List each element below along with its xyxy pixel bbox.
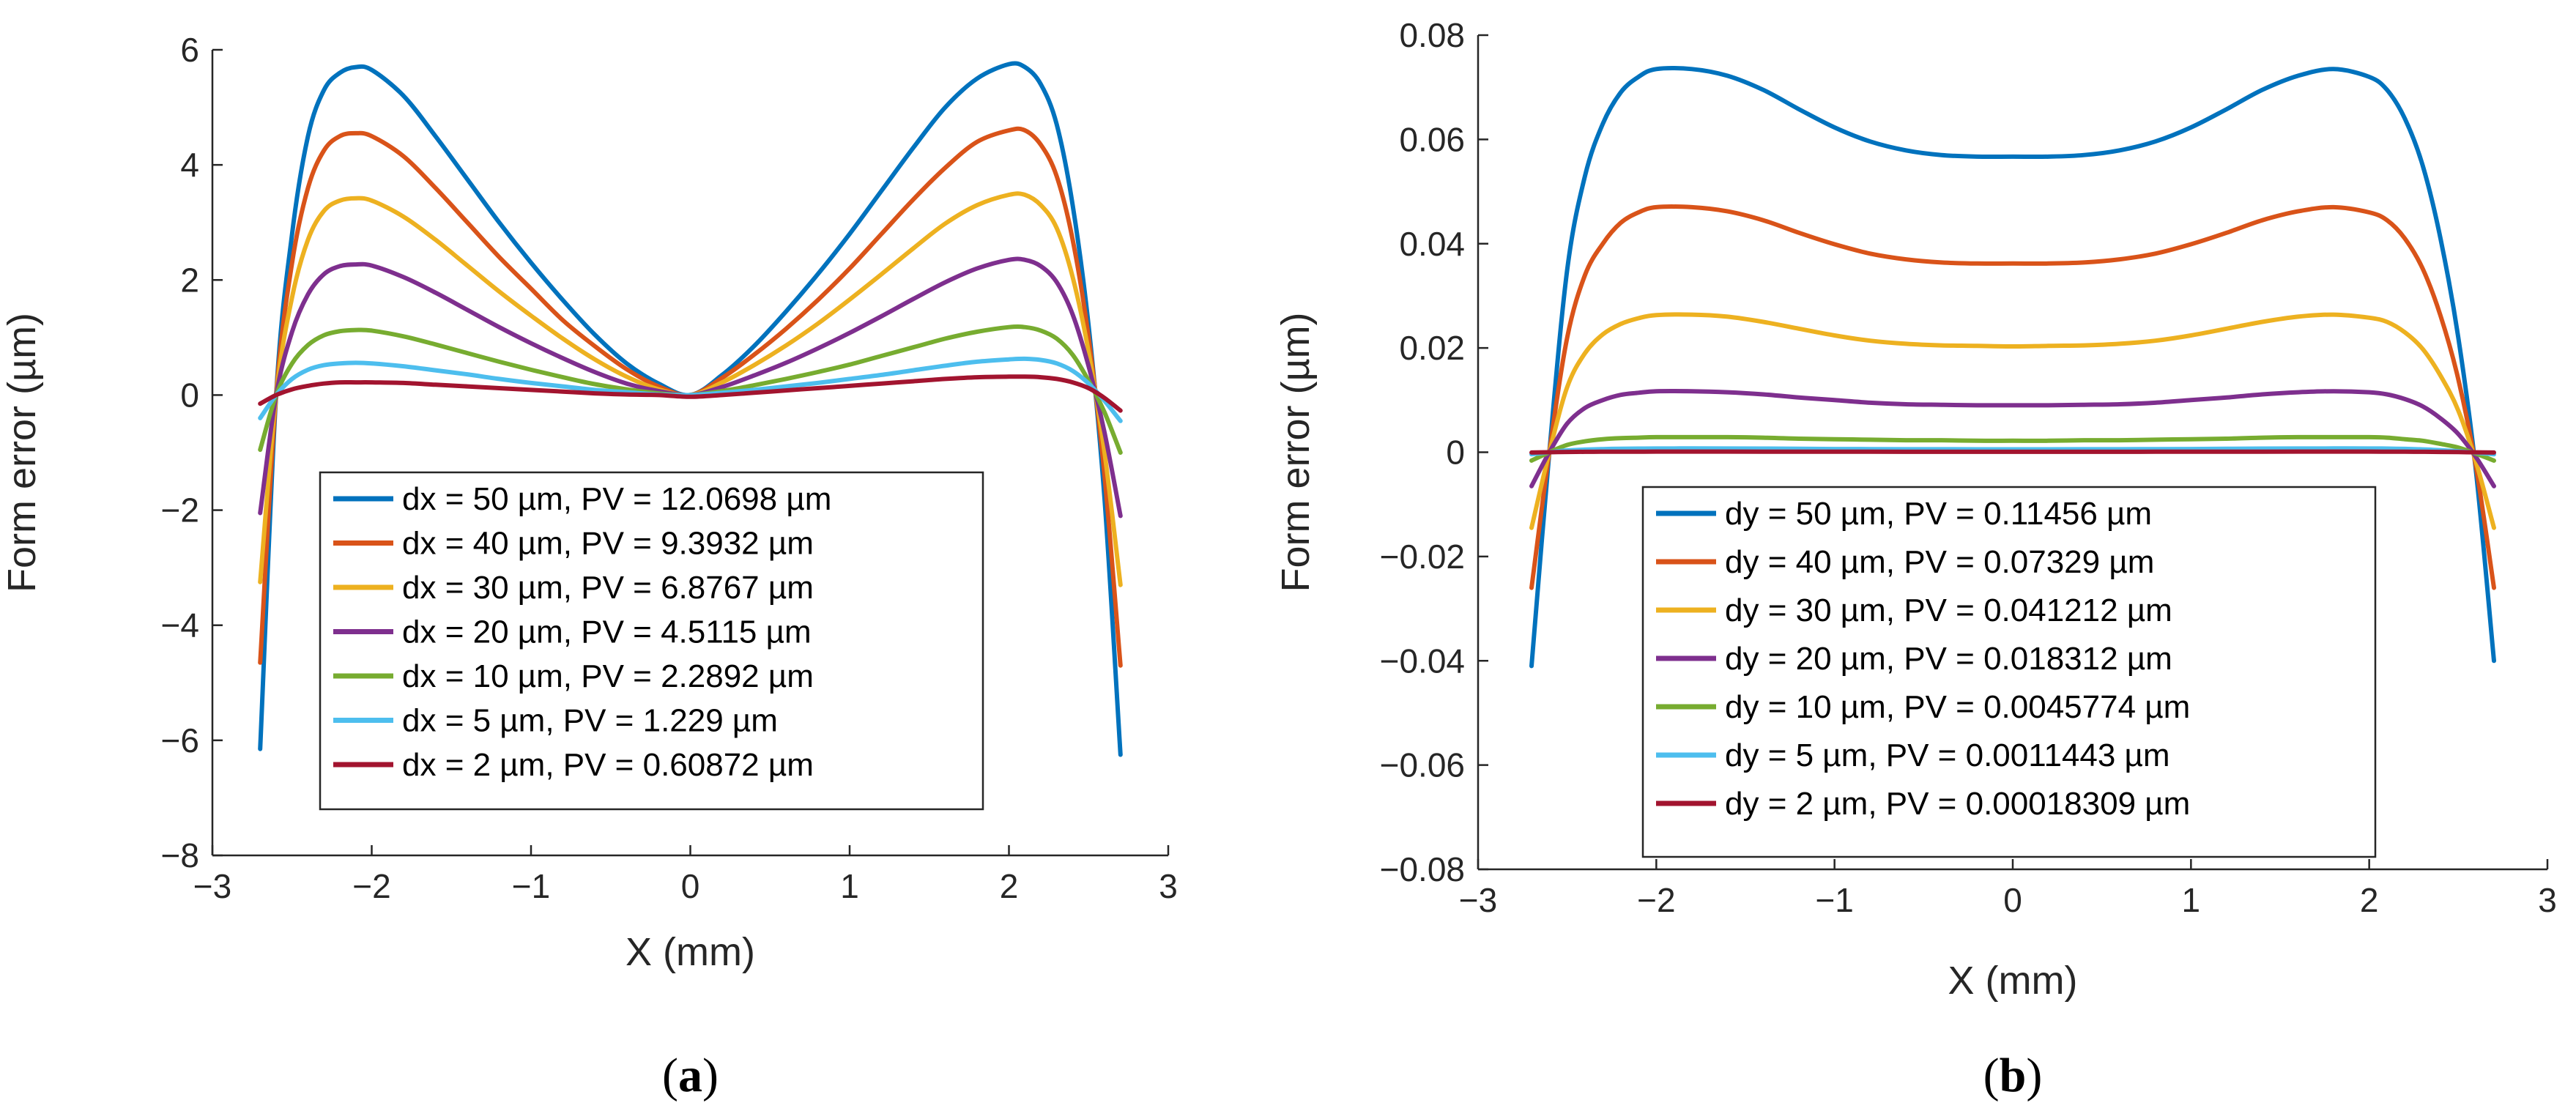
series-line xyxy=(1529,312,2496,530)
caption-paren-open: ( xyxy=(1983,1049,2000,1102)
series-line xyxy=(1529,66,2496,669)
y-axis-title: Form error (µm) xyxy=(0,313,44,592)
x-tick-label: −2 xyxy=(352,867,390,905)
x-tick-label: 3 xyxy=(2538,881,2557,919)
panel-caption: (b) xyxy=(1983,1049,2043,1102)
chart-b: −3 −2 −1 0 1 2 3 −0.08 −0.06 −0.04 −0.02 0 0.02 0.04 0… xyxy=(1274,16,2557,1102)
y-tick-label: −4 xyxy=(161,606,199,644)
x-tick-label: −2 xyxy=(1637,881,1675,919)
y-tick-label: 0 xyxy=(1446,434,1465,472)
x-tick-label: −1 xyxy=(1815,881,1853,919)
series-line xyxy=(258,356,1123,423)
legend-label: dx = 20 µm, PV = 4.5115 µm xyxy=(402,614,812,650)
legend-box xyxy=(319,471,984,811)
legend-label: dx = 5 µm, PV = 1.229 µm xyxy=(402,703,778,739)
legend-label: dy = 2 µm, PV = 0.00018309 µm xyxy=(1725,786,2190,822)
legend-label: dy = 50 µm, PV = 0.11456 µm xyxy=(1725,496,2152,532)
series-line xyxy=(1529,434,2496,463)
y-tick-label: −0.06 xyxy=(1380,746,1465,784)
y-tick-label: −0.08 xyxy=(1380,850,1465,888)
y-tick-label: 2 xyxy=(180,261,199,299)
caption-paren-close: ) xyxy=(702,1049,719,1102)
legend-box xyxy=(1641,486,2377,858)
y-tick-label: 0.06 xyxy=(1399,120,1465,158)
series-group xyxy=(1529,66,2496,669)
caption-paren-open: ( xyxy=(662,1049,678,1102)
legend-label: dy = 40 µm, PV = 0.07329 µm xyxy=(1725,544,2154,580)
y-tick-label: −0.04 xyxy=(1380,642,1465,680)
legend-label: dx = 30 µm, PV = 6.8767 µm xyxy=(402,570,814,606)
y-tick-label: 0.02 xyxy=(1399,329,1465,367)
legend-label: dy = 30 µm, PV = 0.041212 µm xyxy=(1725,592,2172,628)
x-tick-label: −3 xyxy=(193,867,231,905)
y-tick-label: 0.04 xyxy=(1399,225,1465,263)
x-tick-label: 0 xyxy=(681,867,700,905)
y-tick-label: −6 xyxy=(161,721,199,759)
legend-label: dx = 50 µm, PV = 12.0698 µm xyxy=(402,481,831,517)
caption-letter: a xyxy=(678,1049,702,1102)
legend-label: dy = 5 µm, PV = 0.0011443 µm xyxy=(1725,737,2170,773)
series-group xyxy=(258,61,1123,757)
y-tick-label: 0 xyxy=(180,376,199,414)
legend-label: dx = 2 µm, PV = 0.60872 µm xyxy=(402,747,814,783)
y-tick-label: 0.08 xyxy=(1399,16,1465,54)
x-tick-label: 1 xyxy=(2182,881,2201,919)
legend-label: dy = 10 µm, PV = 0.0045774 µm xyxy=(1725,689,2190,725)
caption-paren-close: ) xyxy=(2026,1049,2042,1102)
panel-caption: (a) xyxy=(662,1049,719,1102)
y-tick-label: −8 xyxy=(161,836,199,874)
series-line xyxy=(1529,204,2496,590)
x-tick-label: 3 xyxy=(1159,867,1178,905)
x-tick-label: 2 xyxy=(2360,881,2379,919)
y-tick-label: 6 xyxy=(180,31,199,69)
x-tick-label: 0 xyxy=(2003,881,2022,919)
legend-label: dy = 20 µm, PV = 0.018312 µm xyxy=(1725,641,2172,677)
y-axis-title: Form error (µm) xyxy=(1274,312,1318,592)
chart-a: −3 −2 −1 0 1 2 3 −8 −6 −4 −2 0 2 4 6 X (mm) Form error (… xyxy=(0,31,1178,1102)
y-tick-label: −0.02 xyxy=(1380,538,1465,576)
y-tick-label: −2 xyxy=(161,491,199,530)
series-line xyxy=(1529,389,2496,488)
y-tick-label: 4 xyxy=(180,146,199,184)
series-line xyxy=(258,324,1123,455)
x-axis-title: X (mm) xyxy=(1948,959,2078,1003)
series-line xyxy=(1529,446,2496,457)
series-line xyxy=(1529,449,2496,455)
legend-label: dx = 10 µm, PV = 2.2892 µm xyxy=(402,658,814,694)
x-axis-title: X (mm) xyxy=(626,930,755,974)
x-tick-label: −3 xyxy=(1459,881,1497,919)
series-line xyxy=(258,374,1123,413)
x-tick-label: 2 xyxy=(1000,867,1019,905)
x-tick-label: −1 xyxy=(512,867,550,905)
caption-letter: b xyxy=(2000,1049,2027,1102)
legend-label: dx = 40 µm, PV = 9.3932 µm xyxy=(402,526,814,562)
x-tick-label: 1 xyxy=(840,867,859,905)
